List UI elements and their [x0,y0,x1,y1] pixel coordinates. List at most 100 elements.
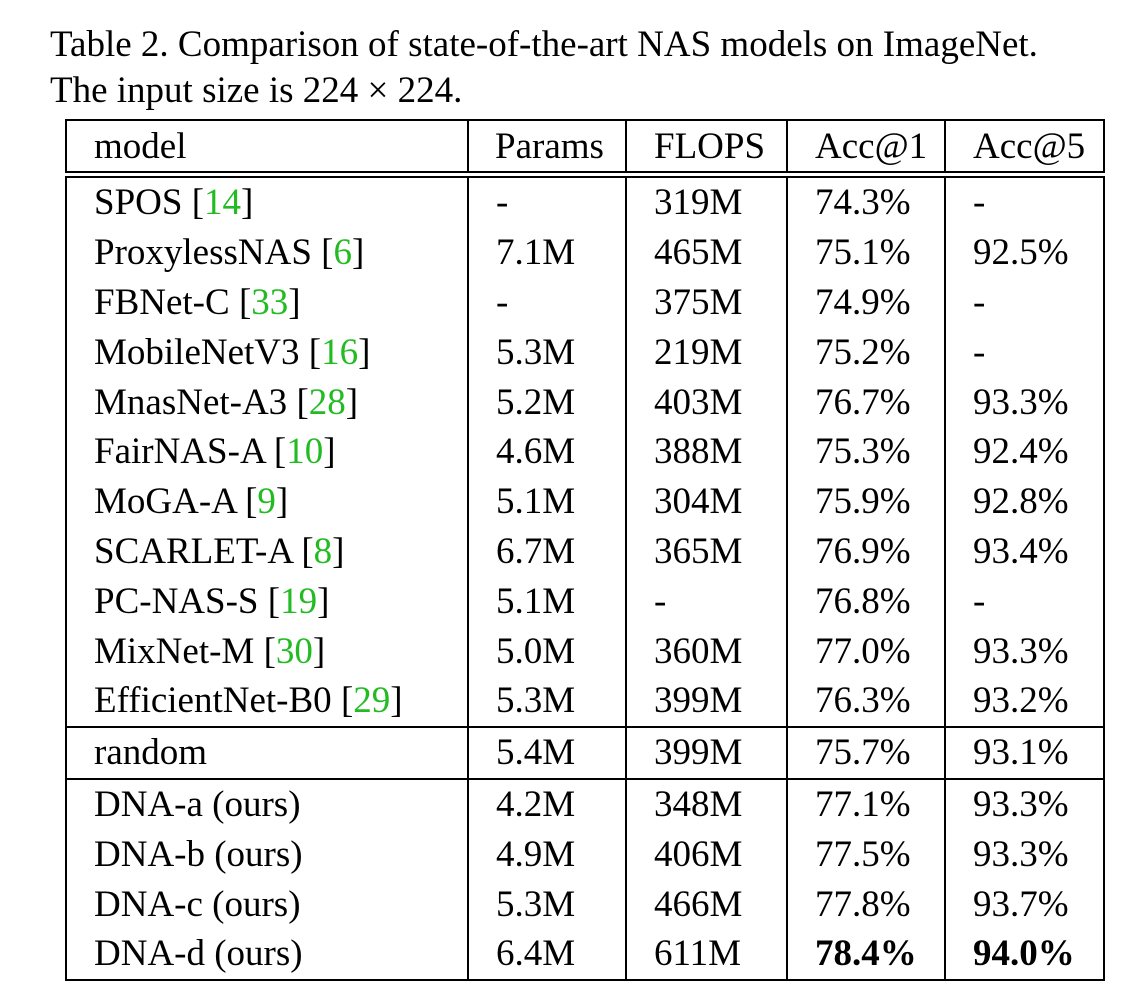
cell-acc1: 77.0% [786,626,946,676]
table-row: MobileNetV3 [16] 5.3M 219M 75.2% - [65,327,1105,378]
table-row: MixNet-M [30] 5.0M 360M 77.0% 93.3% [65,626,1105,676]
cell-params: 5.3M [467,879,627,929]
cell-acc5: 93.3% [944,377,1105,427]
citation-link[interactable]: 10 [286,431,324,473]
header-params: Params [467,119,627,173]
table-row: DNA-b (ours) 4.9M 406M 77.5% 93.3% [65,829,1105,880]
cell-acc5: - [944,277,1105,328]
cell-params: 5.3M [467,327,627,378]
cell-acc1: 75.1% [786,227,946,278]
cell-acc1: 75.7% [786,725,946,779]
cell-params: 5.0M [467,626,627,676]
cell-model: PC-NAS-S [19] [65,576,469,627]
table-row: FairNAS-A [10] 4.6M 388M 75.3% 92.4% [65,426,1105,477]
cell-acc5: 93.3% [944,626,1105,676]
table-row: PC-NAS-S [19] 5.1M -76.8% - [65,576,1105,627]
cell-acc5: 94.0% [944,928,1105,981]
model-name: FairNAS-A [94,431,265,473]
cell-flops: 365M [625,526,788,577]
cell-acc5: 93.4% [944,526,1105,577]
cell-flops: 360M [625,626,788,676]
model-name: DNA-d (ours) [94,933,303,975]
cell-params: - [467,176,627,228]
cell-acc1: 75.9% [786,476,946,527]
cell-flops: 319M [625,176,788,228]
citation-link[interactable]: 19 [280,580,318,622]
table-row: SCARLET-A [8] 6.7M 365M 76.9% 93.4% [65,526,1105,577]
header-acc1: Acc@1 [786,119,946,173]
citation-link[interactable]: 30 [275,630,313,672]
cell-params: - [467,277,627,328]
cell-params: 6.7M [467,526,627,577]
cell-acc5: 92.8% [944,476,1105,527]
cell-model: DNA-c (ours) [65,879,469,929]
header-flops: FLOPS [625,119,788,173]
cell-model: MoGA-A [9] [65,476,469,527]
cell-acc5: - [944,327,1105,378]
table-row: EfficientNet-B0 [29] 5.3M 399M 76.3% 93.2% [65,675,1105,727]
cell-params: 4.6M [467,426,627,477]
cell-acc1: 76.3% [786,675,946,727]
cell-params: 5.4M [467,725,627,779]
citation-link[interactable]: 14 [204,182,242,224]
citation-link[interactable]: 9 [257,481,276,523]
citation-link[interactable]: 8 [313,530,333,572]
citation-link[interactable]: 28 [308,381,346,423]
cell-acc1: 77.1% [786,777,946,830]
table-row: DNA-c (ours) 5.3M 466M 77.8% 93.7% [65,879,1105,929]
citation-link[interactable]: 6 [333,232,353,274]
table-caption: Table 2. Comparison of state-of-the-art … [50,22,1125,114]
cell-acc5: - [944,176,1105,228]
cell-acc5: - [944,576,1105,627]
cell-acc5: 93.3% [944,777,1105,830]
cell-flops: 403M [625,377,788,427]
model-name: DNA-b (ours) [94,833,303,875]
model-name: SPOS [94,182,183,224]
citation-link[interactable]: 33 [251,281,289,323]
cell-model: ProxylessNAS [6] [65,227,469,278]
cell-acc1: 76.8% [786,576,946,627]
cell-params: 4.9M [467,829,627,880]
header-row: model Params FLOPS Acc@1 Acc@5 [65,119,1105,173]
citation-link[interactable]: 16 [321,331,359,373]
table-row: ProxylessNAS [6] 7.1M 465M 75.1% 92.5% [65,227,1105,278]
cell-model: DNA-b (ours) [65,829,469,880]
model-name: MnasNet-A3 [94,381,288,423]
cell-acc5: 92.5% [944,227,1105,278]
model-name: DNA-a (ours) [94,783,301,825]
cell-acc1: 76.9% [786,526,946,577]
cell-flops: 375M [625,277,788,328]
model-name: random [94,732,208,774]
cell-acc1: 75.2% [786,327,946,378]
cell-params: 5.1M [467,476,627,527]
header-acc5: Acc@5 [944,119,1105,173]
table-row: DNA-d (ours) 6.4M 611M 78.4% 94.0% [65,928,1105,981]
cell-flops: 465M [625,227,788,278]
model-name: SCARLET-A [94,530,293,572]
model-name: FBNet-C [94,281,230,323]
cell-model: random [65,725,469,779]
comparison-table-container: model Params FLOPS Acc@1 Acc@5 SPOS [14]… [65,119,1105,981]
citation-link[interactable]: 29 [353,680,391,722]
table-row: random 5.4M 399M 75.7% 93.1% [65,725,1105,779]
cell-model: FairNAS-A [10] [65,426,469,477]
cell-acc1: 77.5% [786,829,946,880]
cell-model: MobileNetV3 [16] [65,327,469,378]
cell-params: 7.1M [467,227,627,278]
table-row: MnasNet-A3 [28] 5.2M 403M 76.7% 93.3% [65,377,1105,427]
comparison-table: model Params FLOPS Acc@1 Acc@5 SPOS [14]… [65,119,1105,981]
table-row: MoGA-A [9] 5.1M 304M 75.9% 92.8% [65,476,1105,527]
model-name: MixNet-M [94,630,255,672]
cell-acc1: 74.3% [786,176,946,228]
cell-acc5: 93.2% [944,675,1105,727]
cell-acc5: 93.3% [944,829,1105,880]
model-name: DNA-c (ours) [94,883,301,925]
cell-model: SPOS [14] [65,176,469,228]
header-model: model [65,119,469,173]
cell-params: 6.4M [467,928,627,981]
cell-model: DNA-d (ours) [65,928,469,981]
cell-acc1: 74.9% [786,277,946,328]
cell-flops: - [625,576,788,627]
model-name: MoGA-A [94,481,236,523]
cell-flops: 304M [625,476,788,527]
